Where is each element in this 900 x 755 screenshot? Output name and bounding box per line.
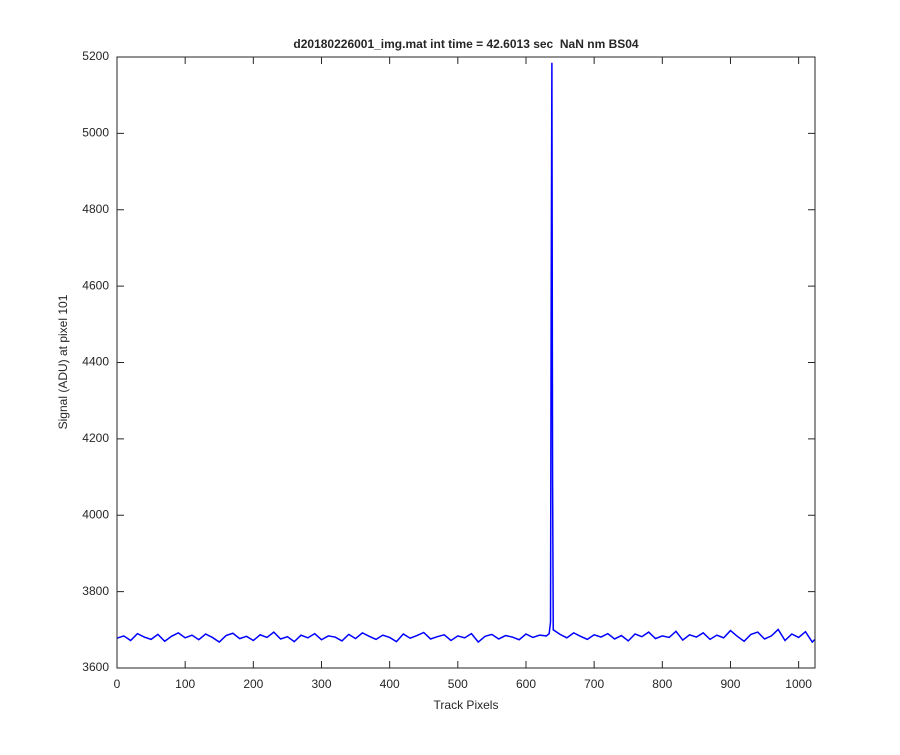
chart-title: d20180226001_img.mat int time = 42.6013 … — [293, 37, 639, 51]
y-tick-label: 4600 — [82, 278, 109, 292]
axes-box — [116, 56, 816, 669]
x-tick-label: 200 — [243, 677, 263, 691]
y-tick-label: 3800 — [82, 584, 109, 598]
x-tick-label: 800 — [652, 677, 672, 691]
x-tick-label: 0 — [114, 677, 121, 691]
y-axis-label: Signal (ADU) at pixel 101 — [56, 294, 70, 429]
x-tick-label: 900 — [720, 677, 740, 691]
y-tick-label: 4400 — [82, 355, 109, 369]
x-tick-label: 600 — [516, 677, 536, 691]
x-tick-label: 400 — [380, 677, 400, 691]
x-axis-label: Track Pixels — [434, 698, 499, 712]
y-tick-label: 4800 — [82, 202, 109, 216]
x-tick-label: 100 — [175, 677, 195, 691]
data-line — [116, 62, 816, 644]
x-tick-label: 700 — [584, 677, 604, 691]
x-tick-label: 500 — [448, 677, 468, 691]
y-tick-label: 5200 — [82, 49, 109, 63]
y-tick-label: 5000 — [82, 126, 109, 140]
x-tick-label: 300 — [311, 677, 331, 691]
y-tick-label: 4000 — [82, 507, 109, 521]
y-tick-label: 3600 — [82, 660, 109, 674]
x-tick-label: 1000 — [785, 677, 812, 691]
y-tick-label: 4200 — [82, 431, 109, 445]
